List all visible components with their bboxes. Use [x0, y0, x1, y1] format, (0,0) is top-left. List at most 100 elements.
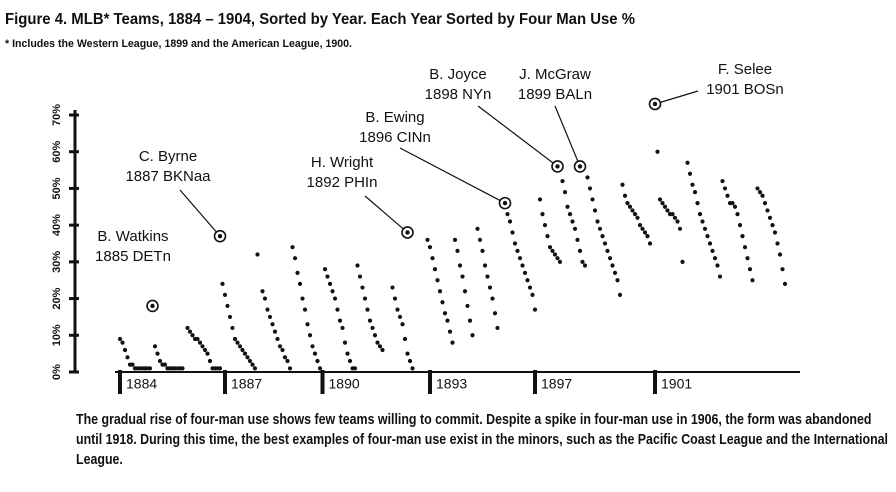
data-point — [577, 248, 583, 253]
data-point — [530, 292, 535, 297]
data-point — [227, 314, 233, 320]
data-point — [565, 204, 570, 209]
data-point — [152, 344, 158, 349]
data-point — [620, 182, 625, 187]
data-point — [485, 274, 490, 279]
data-point — [697, 212, 703, 217]
data-point — [337, 318, 343, 323]
data-point — [465, 303, 470, 309]
data-point — [655, 149, 660, 154]
data-point — [537, 197, 543, 202]
data-point — [310, 344, 315, 349]
data-point — [757, 190, 763, 195]
data-point — [492, 311, 498, 316]
data-point — [390, 285, 395, 290]
data-point — [362, 296, 368, 301]
x-tick-label: 1890 — [329, 376, 360, 392]
highlight-ring — [498, 196, 512, 210]
data-point — [200, 344, 205, 349]
data-point — [627, 204, 633, 209]
data-point — [710, 248, 715, 253]
data-point — [185, 325, 190, 331]
data-point — [157, 358, 163, 364]
data-point — [282, 355, 288, 360]
data-point — [287, 366, 293, 371]
data-point — [580, 259, 585, 264]
data-point — [547, 245, 553, 250]
highlight-point — [652, 101, 658, 107]
data-point — [772, 230, 778, 235]
data-point — [750, 278, 755, 283]
data-point — [690, 182, 695, 187]
data-point — [402, 336, 408, 342]
data-point — [755, 186, 760, 191]
data-point — [407, 358, 413, 364]
x-tick-label: 1897 — [541, 376, 572, 392]
data-point — [365, 307, 370, 312]
data-point — [515, 248, 520, 253]
data-point — [125, 355, 130, 360]
data-point — [397, 314, 403, 320]
data-point — [232, 336, 238, 342]
data-point — [327, 281, 333, 286]
data-point — [760, 193, 765, 198]
data-point — [162, 362, 168, 367]
data-point — [722, 186, 728, 191]
data-point — [545, 234, 550, 239]
data-point — [480, 248, 485, 253]
data-point — [312, 351, 318, 356]
leader-line — [179, 189, 217, 233]
data-point — [457, 263, 463, 268]
data-point — [405, 351, 410, 356]
data-point — [570, 219, 575, 224]
data-point — [630, 208, 635, 213]
data-point — [612, 270, 618, 275]
y-tick-label: 0% — [51, 364, 63, 380]
data-point — [742, 245, 748, 250]
data-point — [587, 186, 593, 191]
data-point — [467, 318, 473, 323]
data-point — [260, 289, 265, 294]
data-point — [117, 336, 123, 342]
highlight-point — [150, 303, 155, 309]
chart-subtitle: * Includes the Western League, 1899 and … — [5, 38, 352, 50]
data-point — [715, 263, 720, 268]
data-point — [432, 267, 438, 272]
caption: The gradual rise of four-man use shows f… — [76, 412, 889, 468]
data-point — [685, 160, 690, 165]
data-point — [242, 351, 248, 356]
data-point — [155, 351, 160, 356]
highlight-ring — [401, 226, 414, 239]
highlight-point — [502, 200, 508, 206]
data-point — [745, 256, 750, 261]
data-point — [582, 263, 588, 268]
data-point — [730, 201, 735, 206]
data-point — [217, 366, 223, 371]
data-point — [447, 329, 453, 334]
data-point — [460, 274, 465, 279]
data-point — [452, 237, 458, 242]
data-point — [280, 347, 285, 353]
data-point — [342, 340, 348, 345]
data-point — [360, 285, 365, 290]
data-point — [700, 219, 705, 224]
data-point — [262, 296, 268, 301]
data-point — [680, 259, 685, 264]
data-point — [622, 193, 628, 198]
data-point — [247, 358, 253, 364]
data-point — [567, 212, 573, 217]
leader-line — [554, 105, 579, 162]
data-point — [477, 237, 483, 242]
data-point — [525, 278, 530, 283]
data-point — [765, 208, 770, 213]
data-point — [435, 278, 440, 283]
data-point — [205, 351, 210, 356]
data-point — [300, 296, 305, 301]
data-point — [707, 241, 713, 246]
data-point — [462, 289, 468, 294]
data-point — [557, 259, 563, 264]
data-point — [445, 318, 450, 323]
data-point — [307, 333, 313, 338]
data-point — [572, 226, 578, 231]
data-point — [202, 347, 208, 353]
